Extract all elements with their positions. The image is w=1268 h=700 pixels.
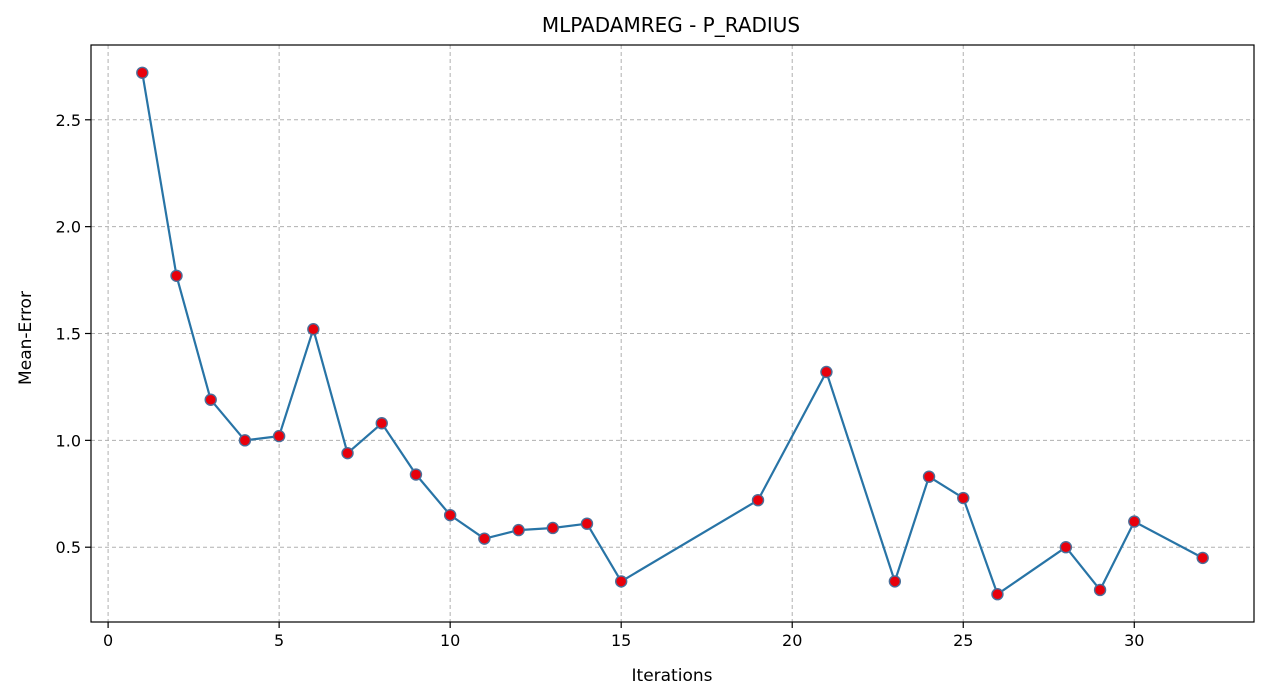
y-tick-label: 1.0 (56, 431, 81, 450)
data-point (307, 323, 320, 336)
data-point (957, 491, 970, 505)
data-point (1093, 583, 1107, 597)
x-tick-label: 0 (103, 631, 113, 650)
data-point (751, 493, 765, 507)
data-point (888, 575, 902, 588)
data-point (546, 521, 559, 535)
data-point (991, 588, 1004, 601)
data-point (170, 269, 183, 282)
data-point (614, 575, 628, 588)
x-tick-label: 20 (782, 631, 802, 650)
data-point (409, 468, 423, 481)
data-point (512, 523, 525, 537)
data-point (443, 508, 457, 522)
x-axis: 0 5 10 15 20 25 30 (103, 622, 1144, 650)
x-axis-label: Iterations (632, 666, 713, 686)
grid (91, 45, 1254, 622)
data-point (204, 393, 217, 406)
y-tick-label: 1.5 (56, 325, 81, 344)
series-layer (136, 66, 1209, 601)
y-axis: 0.5 1.0 1.5 2.0 2.5 (56, 111, 91, 557)
data-point (1128, 515, 1141, 528)
data-point (238, 434, 252, 447)
x-tick-label: 25 (953, 631, 973, 650)
data-point (580, 517, 594, 530)
x-tick-label: 5 (274, 631, 284, 650)
data-point (478, 532, 491, 545)
y-tick-label: 2.5 (56, 111, 81, 130)
data-point (136, 66, 149, 79)
data-point (375, 417, 388, 430)
x-tick-label: 30 (1124, 631, 1144, 650)
y-tick-label: 2.0 (56, 218, 81, 237)
data-point (820, 365, 833, 379)
chart-title: MLPADAMREG - P_RADIUS (542, 13, 800, 37)
data-point (272, 429, 286, 443)
x-tick-label: 15 (611, 631, 631, 650)
y-tick-label: 0.5 (56, 538, 81, 557)
x-tick-label: 10 (440, 631, 460, 650)
y-axis-label: Mean-Error (16, 291, 36, 385)
data-point (341, 446, 354, 460)
data-point (1196, 551, 1209, 565)
data-point (1059, 541, 1073, 554)
data-point (922, 470, 936, 483)
